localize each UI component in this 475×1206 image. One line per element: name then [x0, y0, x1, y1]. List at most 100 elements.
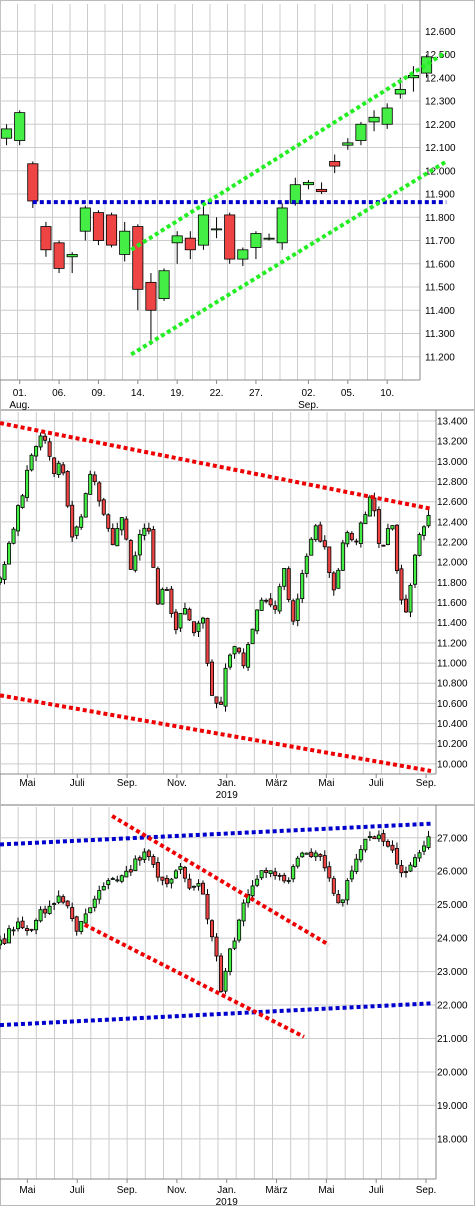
candle-up: [25, 469, 30, 498]
candle-down: [97, 482, 102, 502]
candle-up: [119, 517, 124, 531]
x-tick-label: Sep.: [416, 778, 437, 789]
candle-up: [38, 435, 43, 448]
candle-down: [200, 882, 205, 895]
candle-up: [66, 254, 78, 258]
candle-up: [412, 857, 417, 867]
candle-up: [250, 233, 262, 248]
candle-down: [381, 833, 386, 842]
y-tick-label: 10.800: [437, 679, 468, 690]
candle-up: [286, 880, 291, 882]
candle-down: [214, 696, 219, 704]
candle-up: [340, 899, 345, 903]
y-tick-label: 12.000: [437, 558, 468, 569]
candle-up: [137, 533, 142, 556]
candle-up: [246, 644, 251, 668]
x-tick-label: Mai: [318, 1185, 334, 1196]
y-tick-label: 12.400: [437, 517, 468, 528]
x-tick-label: Juli: [369, 778, 384, 789]
candle-down: [25, 928, 30, 932]
trend-line-red: [0, 693, 432, 773]
candle-down: [43, 908, 48, 914]
candle-up: [97, 890, 102, 900]
candle-up: [355, 123, 367, 141]
candle-up: [110, 878, 115, 880]
x-tick-label: 10.: [380, 388, 394, 399]
candle-up: [363, 838, 368, 851]
candle-up: [250, 885, 255, 897]
candle-up: [47, 905, 52, 914]
candle-down: [399, 865, 404, 874]
candle-down: [322, 540, 327, 548]
candle-up: [200, 617, 205, 624]
candle-up: [394, 88, 406, 95]
candle-up: [255, 878, 260, 886]
candle-down: [160, 876, 165, 881]
y-tick-label: 12.600: [425, 27, 456, 38]
y-tick-label: 10.200: [437, 739, 468, 750]
trend-line-green: [130, 50, 448, 252]
candle-up: [368, 116, 380, 123]
candle-down: [70, 504, 75, 538]
y-tick-label: 11.000: [437, 659, 467, 670]
candle-down: [399, 568, 404, 601]
x-tick-label: Mai: [19, 778, 35, 789]
candle-up: [241, 902, 246, 922]
y-tick-label: 23.000: [437, 967, 468, 978]
y-tick-label: 13.200: [437, 437, 468, 448]
y-tick-label: 11.600: [437, 598, 467, 609]
candle-down: [372, 497, 377, 512]
candle-down: [184, 237, 196, 251]
candle-down: [182, 867, 187, 879]
candle-up: [259, 870, 264, 879]
candle-up: [295, 857, 300, 867]
candle-down: [70, 907, 75, 919]
candle-up: [115, 528, 120, 547]
candle-up: [0, 939, 3, 946]
candle-down: [40, 226, 52, 251]
candle-up: [363, 514, 368, 525]
y-tick-label: 12.800: [437, 477, 468, 488]
candle-down: [61, 464, 66, 474]
candle-down: [277, 874, 282, 877]
candle-down: [403, 598, 408, 613]
candle-down: [74, 916, 79, 932]
candle-down: [327, 866, 332, 879]
candle-down: [210, 661, 215, 696]
candle-down: [354, 540, 359, 543]
candle-up: [1, 128, 13, 139]
candle-up: [408, 864, 413, 872]
y-tick-label: 27.000: [437, 833, 468, 844]
x-tick-sublabel: 2019: [216, 790, 239, 801]
candle-up: [422, 845, 427, 852]
candle-down: [331, 572, 336, 591]
candle-up: [83, 913, 88, 924]
candle-down: [65, 471, 70, 507]
candle-up: [119, 875, 124, 882]
x-tick-label: Juli: [369, 1185, 384, 1196]
x-tick-label: 22.: [210, 388, 224, 399]
candle-up: [101, 886, 106, 891]
candle-down: [403, 871, 408, 873]
y-tick-label: 11.400: [425, 306, 455, 317]
candle-up: [124, 870, 129, 878]
candle-up: [56, 462, 61, 475]
candle-up: [313, 525, 318, 541]
candle-down: [224, 214, 236, 260]
candle-up: [390, 525, 395, 530]
candle-up: [259, 599, 264, 611]
candle-up: [158, 270, 170, 300]
candle-up: [20, 495, 25, 508]
x-tick-label: 06.: [52, 388, 66, 399]
y-tick-label: 12.400: [425, 73, 456, 84]
candle-up: [7, 928, 12, 944]
candle-up: [196, 622, 201, 632]
candle-up: [11, 929, 16, 932]
candle-down: [237, 647, 242, 653]
candle-up: [277, 586, 282, 612]
candle-up: [336, 569, 341, 589]
candle-up: [197, 214, 209, 246]
x-tick-label: März: [265, 778, 287, 789]
candle-down: [124, 518, 129, 540]
trend-line-blue: [0, 1001, 432, 1028]
